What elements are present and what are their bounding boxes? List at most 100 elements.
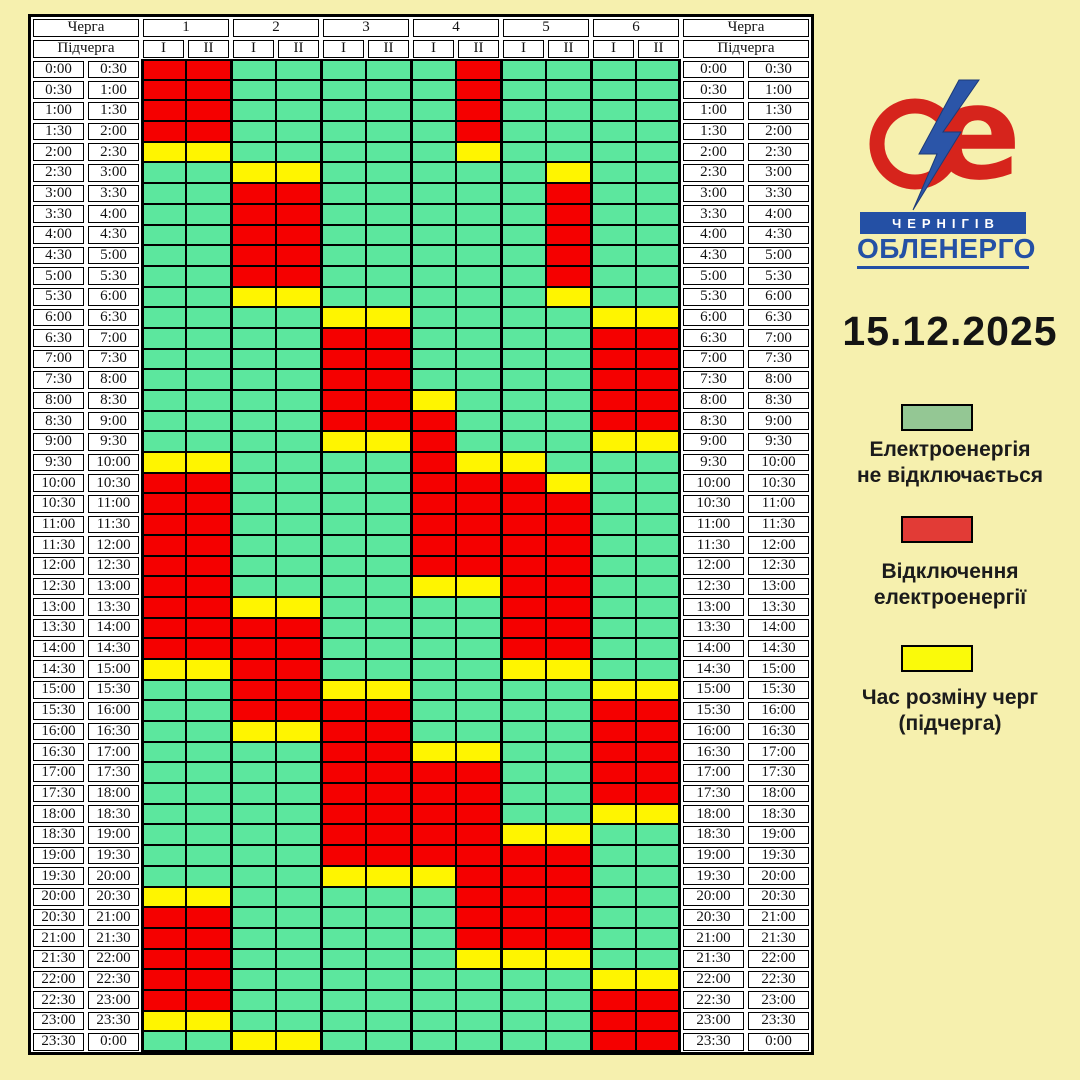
schedule-cell-q5-sub1-17:30	[501, 783, 546, 804]
schedule-cell-q4-sub1-14:00	[411, 638, 456, 659]
schedule-cell-q2-sub2-18:00	[276, 803, 321, 825]
schedule-cell-q3-sub2-13:00	[366, 596, 411, 618]
schedule-cell-q5-sub2-3:30	[546, 203, 591, 225]
time-end-right-label: 20:00	[748, 867, 809, 885]
schedule-cell-q6-sub2-7:00	[636, 348, 681, 370]
schedule-cell-q1-sub2-5:00	[186, 265, 231, 287]
schedule-cell-q3-sub1-23:00	[321, 1010, 366, 1032]
schedule-cell-q3-sub1-1:00	[321, 100, 366, 122]
time-start-left: 18:00	[31, 803, 86, 825]
time-start-right-label: 21:30	[683, 950, 744, 968]
schedule-cell-q1-sub2-11:00	[186, 514, 231, 535]
time-end-right: 22:30	[746, 969, 811, 990]
schedule-cell-q1-sub1-16:30	[141, 741, 186, 763]
time-end-left-label: 21:00	[88, 908, 139, 927]
schedule-cell-q6-sub1-19:30	[591, 865, 636, 887]
time-start-left: 21:00	[31, 927, 86, 949]
schedule-cell-q1-sub2-6:00	[186, 307, 231, 328]
schedule-cell-q1-sub2-1:30	[186, 121, 231, 142]
schedule-cell-q6-sub1-6:00	[591, 307, 636, 328]
schedule-cell-q5-sub2-18:30	[546, 824, 591, 846]
time-start-right: 2:30	[681, 162, 746, 184]
time-end-left-label: 11:00	[88, 494, 139, 513]
schedule-cell-q1-sub1-5:30	[141, 286, 186, 308]
time-start-left: 9:00	[31, 431, 86, 453]
schedule-cell-q1-sub2-14:00	[186, 638, 231, 659]
schedule-cell-q1-sub2-21:00	[186, 927, 231, 949]
schedule-cell-q5-sub1-23:30	[501, 1031, 546, 1052]
schedule-cell-q2-sub1-0:00	[231, 59, 276, 80]
schedule-cell-q6-sub1-18:30	[591, 824, 636, 846]
time-end-left: 21:00	[86, 907, 141, 928]
schedule-cell-q6-sub1-0:30	[591, 79, 636, 101]
time-end-right: 4:00	[746, 203, 811, 225]
schedule-cell-q4-sub2-16:30	[456, 741, 501, 763]
time-start-right: 20:30	[681, 907, 746, 928]
schedule-cell-q6-sub2-1:00	[636, 100, 681, 122]
time-end-left-label: 20:30	[88, 888, 139, 906]
schedule-cell-q1-sub1-12:30	[141, 576, 186, 597]
time-end-left-label: 16:00	[88, 701, 139, 720]
schedule-cell-q6-sub2-16:00	[636, 721, 681, 742]
schedule-cell-q2-sub2-12:30	[276, 576, 321, 597]
time-end-right: 9:30	[746, 431, 811, 453]
schedule-cell-q5-sub1-11:00	[501, 514, 546, 535]
time-start-left-label: 23:00	[33, 1012, 84, 1030]
time-start-right-label: 22:30	[683, 991, 744, 1010]
time-start-left-label: 19:30	[33, 867, 84, 885]
schedule-cell-q4-sub1-11:00	[411, 514, 456, 535]
schedule-cell-q3-sub1-6:00	[321, 307, 366, 328]
schedule-cell-q4-sub1-0:30	[411, 79, 456, 101]
schedule-cell-q2-sub1-19:00	[231, 845, 276, 866]
time-end-left-label: 9:30	[88, 432, 139, 451]
time-end-left: 23:00	[86, 989, 141, 1011]
schedule-cell-q3-sub2-22:00	[366, 969, 411, 990]
time-end-right-label: 14:00	[748, 619, 809, 637]
schedule-cell-q2-sub1-6:30	[231, 327, 276, 349]
time-end-left: 5:30	[86, 265, 141, 287]
schedule-cell-q5-sub2-16:00	[546, 721, 591, 742]
schedule-cell-q1-sub2-18:00	[186, 803, 231, 825]
schedule-cell-q4-sub1-6:00	[411, 307, 456, 328]
time-start-right-label: 6:00	[683, 308, 744, 327]
schedule-cell-q5-sub1-13:00	[501, 596, 546, 618]
schedule-cell-q2-sub1-21:30	[231, 948, 276, 970]
time-start-right-label: 14:30	[683, 660, 744, 679]
time-start-left-label: 8:30	[33, 412, 84, 430]
schedule-cell-q5-sub2-20:00	[546, 886, 591, 908]
legend-line: Електроенергія	[869, 438, 1031, 461]
schedule-cell-q3-sub1-17:30	[321, 783, 366, 804]
schedule-cell-q4-sub1-23:00	[411, 1010, 456, 1032]
schedule-cell-q1-sub2-9:30	[186, 452, 231, 473]
schedule-cell-q2-sub2-23:30	[276, 1031, 321, 1052]
schedule-cell-q6-sub2-14:00	[636, 638, 681, 659]
time-start-left: 10:00	[31, 472, 86, 494]
schedule-cell-q4-sub2-22:30	[456, 989, 501, 1011]
schedule-cell-q1-sub2-22:30	[186, 989, 231, 1011]
time-start-right: 22:00	[681, 969, 746, 990]
schedule-cell-q3-sub1-10:30	[321, 493, 366, 515]
schedule-cell-q6-sub2-6:30	[636, 327, 681, 349]
schedule-cell-q4-sub2-19:00	[456, 845, 501, 866]
time-start-right-label: 9:30	[683, 453, 744, 472]
schedule-cell-q4-sub1-8:30	[411, 410, 456, 432]
time-start-left-label: 14:00	[33, 639, 84, 658]
time-end-left-label: 8:00	[88, 370, 139, 389]
time-start-right: 7:00	[681, 348, 746, 370]
time-end-left-label: 18:00	[88, 784, 139, 803]
schedule-cell-q2-sub2-14:00	[276, 638, 321, 659]
schedule-cell-q1-sub1-12:00	[141, 555, 186, 577]
schedule-cell-q6-sub1-7:00	[591, 348, 636, 370]
schedule-cell-q1-sub1-19:30	[141, 865, 186, 887]
schedule-cell-q2-sub2-9:30	[276, 452, 321, 473]
schedule-cell-q2-sub1-16:30	[231, 741, 276, 763]
schedule-cell-q5-sub2-5:30	[546, 286, 591, 308]
time-end-left-label: 6:00	[88, 288, 139, 306]
time-start-right-label: 8:00	[683, 391, 744, 410]
schedule-cell-q6-sub1-4:30	[591, 245, 636, 266]
schedule-cell-q5-sub1-2:00	[501, 141, 546, 163]
schedule-cell-q5-sub2-14:30	[546, 658, 591, 680]
schedule-cell-q5-sub2-2:30	[546, 162, 591, 184]
time-start-right-label: 15:30	[683, 701, 744, 720]
schedule-cell-q2-sub1-4:30	[231, 245, 276, 266]
